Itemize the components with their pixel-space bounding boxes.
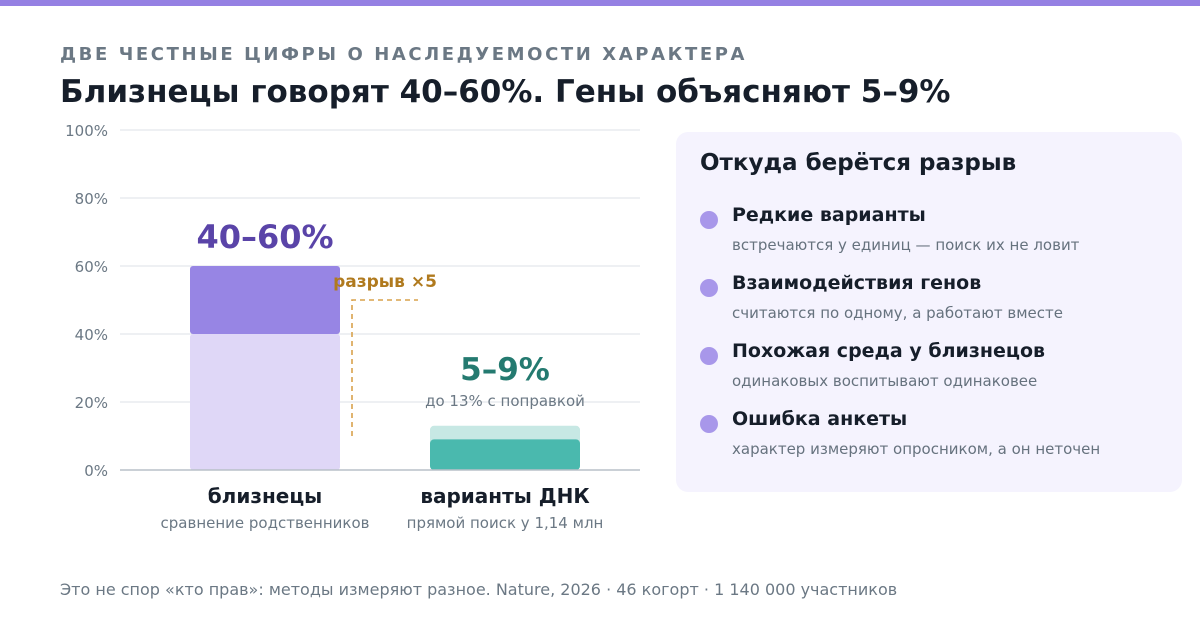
reason-desc: одинаковых воспитывают одинаковее [732, 372, 1038, 390]
panel-title: Откуда берётся разрыв [700, 150, 1017, 176]
bar-dna-sublabel: прямой поиск у 1,14 млн [407, 514, 604, 532]
top-accent-bar [0, 0, 1200, 6]
reason-title: Похожая среда у близнецов [732, 340, 1046, 362]
y-tick-label: 20% [75, 394, 108, 412]
y-tick-label: 100% [65, 122, 108, 140]
bar-dna-value-label: 5–9% [460, 352, 550, 388]
reason-desc: характер измеряют опросником, а он неточ… [732, 440, 1101, 458]
bar-twins-value-label: 40–60% [196, 218, 333, 256]
bar-dna-note: до 13% с поправкой [425, 392, 585, 410]
bar-dna-base [430, 439, 580, 470]
y-tick-label: 0% [84, 462, 108, 480]
page-title: Близнецы говорят 40–60%. Гены объясняют … [60, 74, 951, 110]
y-tick-label: 60% [75, 258, 108, 276]
chart-bars [190, 266, 580, 470]
bullet-dot-icon [700, 211, 718, 229]
reason-desc: встречаются у единиц — поиск их не ловит [732, 236, 1080, 254]
reason-title: Редкие варианты [732, 204, 926, 226]
y-tick-label: 40% [75, 326, 108, 344]
reason-desc: считаются по одному, а работают вместе [732, 304, 1063, 322]
chart-grid: 0% 20% 40% 60% 80% 100% [65, 122, 640, 480]
bar-twins-range [190, 266, 340, 334]
bullet-dot-icon [700, 347, 718, 365]
bar-twins-category: близнецы [208, 484, 323, 508]
gap-reasons-panel: Откуда берётся разрыв Редкие варианты вс… [676, 132, 1182, 492]
gap-label: разрыв ×5 [333, 272, 437, 292]
heritability-chart: 0% 20% 40% 60% 80% 100% разрыв ×5 40–60% 5–9%… [65, 122, 640, 532]
y-tick-label: 80% [75, 190, 108, 208]
bar-twins-sublabel: сравнение родственников [161, 514, 370, 532]
reason-title: Ошибка анкеты [732, 408, 908, 430]
reason-title: Взаимодействия генов [732, 272, 982, 294]
bullet-dot-icon [700, 415, 718, 433]
kicker-text: ДВЕ ЧЕСТНЫЕ ЦИФРЫ О НАСЛЕДУЕМОСТИ ХАРАКТ… [60, 44, 748, 65]
bar-twins-base [190, 334, 340, 470]
bar-dna-category: варианты ДНК [420, 484, 590, 508]
bullet-dot-icon [700, 279, 718, 297]
footer-source-note: Это не спор «кто прав»: методы измеряют … [60, 580, 898, 599]
gap-bracket-line [351, 299, 418, 436]
